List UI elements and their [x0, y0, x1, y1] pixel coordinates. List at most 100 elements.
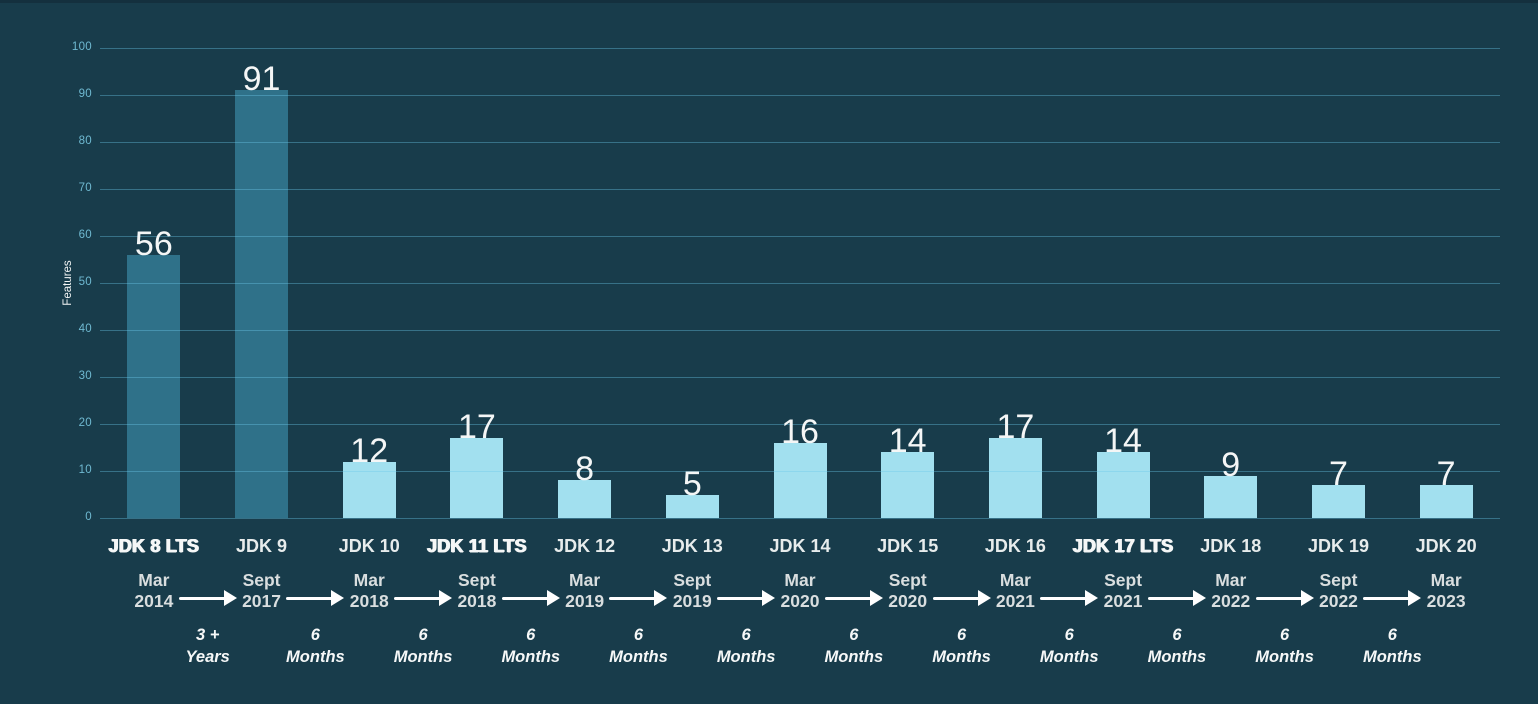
- category-label-jdk-12: JDK 12: [554, 536, 616, 556]
- category-label-jdk-8-lts: JDK 8 LTS: [108, 536, 200, 556]
- y-tick-label: 40: [78, 323, 92, 335]
- arrow-shaft: [932, 596, 980, 600]
- gridline: [100, 330, 1500, 331]
- interval-duration: 6: [1172, 626, 1182, 644]
- interval-duration: 6: [849, 626, 859, 644]
- top-edge-strip: [0, 0, 1538, 3]
- y-tick-label: 30: [78, 370, 92, 382]
- arrow-head: [654, 590, 668, 606]
- date-month: Sept: [888, 570, 927, 590]
- interval-label: 6 Months: [262, 624, 370, 668]
- date-year: 2018: [457, 591, 497, 611]
- date-year: 2023: [1426, 591, 1466, 611]
- date-year: 2022: [1211, 591, 1251, 611]
- bar-jdk-17-lts: [1096, 452, 1150, 518]
- interval-unit: Months: [1362, 648, 1422, 666]
- arrow-shaft: [824, 596, 872, 600]
- interval-duration: 6: [741, 626, 751, 644]
- date-year: 2019: [672, 591, 712, 611]
- bar-value-label: 5: [682, 464, 702, 503]
- bar-jdk-19: [1311, 485, 1365, 518]
- arrow-head: [1085, 590, 1099, 606]
- bar-jdk-15: [881, 452, 935, 518]
- bar-value-label: 56: [134, 224, 173, 263]
- interval-duration: 6: [1387, 626, 1397, 644]
- category-label-jdk-17-lts: JDK 17 LTS: [1072, 536, 1174, 556]
- category-label-jdk-13: JDK 13: [661, 536, 723, 556]
- y-tick-label: 10: [78, 464, 92, 476]
- category-label-jdk-14: JDK 14: [769, 536, 831, 556]
- y-tick-label: 90: [78, 88, 92, 100]
- interval-duration: 6: [526, 626, 536, 644]
- interval-label: 6 Months: [1338, 624, 1446, 668]
- release-date-label: Mar 2019: [531, 570, 639, 612]
- release-date-label: Mar 2022: [1177, 570, 1285, 612]
- bar-value-label: 14: [1104, 422, 1142, 461]
- interval-unit: Months: [1255, 648, 1314, 666]
- release-date-label: Sept 2021: [1069, 570, 1177, 612]
- bar-value-label: 9: [1221, 445, 1241, 484]
- interval-label: 6 Months: [369, 624, 477, 668]
- date-year: 2021: [995, 591, 1035, 611]
- date-month: Sept: [1319, 570, 1358, 590]
- date-year: 2020: [780, 591, 820, 611]
- arrow-shaft: [178, 596, 226, 600]
- release-date-label: Sept 2019: [638, 570, 746, 612]
- date-year: 2019: [565, 591, 605, 611]
- arrow-head: [1408, 590, 1422, 606]
- right-arrow-icon: [394, 590, 453, 606]
- arrow-shaft: [286, 596, 334, 600]
- right-arrow-icon: [1255, 590, 1314, 606]
- interval-unit: Months: [501, 648, 561, 666]
- arrow-shaft: [1255, 596, 1303, 600]
- bar-value-label: 7: [1328, 455, 1348, 494]
- date-year: 2017: [242, 591, 281, 611]
- date-month: Mar: [784, 570, 816, 590]
- bar-value-label: 16: [781, 412, 819, 451]
- right-arrow-icon: [286, 590, 345, 606]
- interval-label: 6 Months: [800, 624, 908, 668]
- bar-value-label: 12: [350, 431, 389, 470]
- date-year: 2020: [888, 591, 928, 611]
- interval-unit: Months: [932, 648, 991, 666]
- interval-label: 6 Months: [477, 624, 585, 668]
- date-month: Mar: [1430, 570, 1462, 590]
- release-date-label: Mar 2018: [315, 570, 423, 612]
- arrow-head: [869, 590, 883, 606]
- category-label-jdk-11-lts: JDK 11 LTS: [427, 536, 527, 556]
- release-date-label: Mar 2021: [962, 570, 1070, 612]
- arrow-shaft: [717, 596, 765, 600]
- bar-value-label: 91: [242, 60, 281, 99]
- release-date-label: Mar 2014: [100, 570, 208, 612]
- interval-unit: Months: [609, 648, 668, 666]
- y-tick-label: 0: [85, 511, 92, 523]
- y-tick-label: 20: [78, 417, 92, 429]
- right-arrow-icon: [501, 590, 560, 606]
- y-tick-label: 100: [71, 41, 92, 53]
- date-month: Sept: [673, 570, 712, 590]
- category-label-jdk-9: JDK 9: [236, 536, 288, 556]
- gridline: [100, 189, 1500, 190]
- gridline: [100, 377, 1500, 378]
- bar-value-label: 17: [457, 408, 496, 447]
- interval-duration: 6: [1064, 626, 1074, 644]
- bar-jdk-18: [1204, 475, 1258, 518]
- interval-label: 6 Months: [1123, 624, 1231, 668]
- arrow-head: [977, 590, 991, 606]
- interval-label: 3 + Years: [154, 624, 262, 668]
- date-year: 2022: [1318, 591, 1358, 611]
- category-label-jdk-10: JDK 10: [338, 536, 400, 556]
- date-year: 2014: [134, 591, 174, 611]
- release-date-label: Sept 2017: [208, 570, 316, 612]
- date-month: Sept: [1104, 570, 1143, 590]
- interval-label: 6 Months: [692, 624, 800, 668]
- arrow-head: [439, 590, 453, 606]
- bar-value-label: 7: [1436, 455, 1456, 494]
- interval-unit: Months: [1039, 648, 1099, 666]
- gridline: [100, 95, 1500, 96]
- interval-unit: Months: [716, 648, 776, 666]
- interval-label: 6 Months: [1231, 624, 1339, 668]
- category-label-jdk-20: JDK 20: [1415, 536, 1477, 556]
- interval-duration: 3 +: [195, 626, 220, 644]
- interval-unit: Months: [1147, 648, 1207, 666]
